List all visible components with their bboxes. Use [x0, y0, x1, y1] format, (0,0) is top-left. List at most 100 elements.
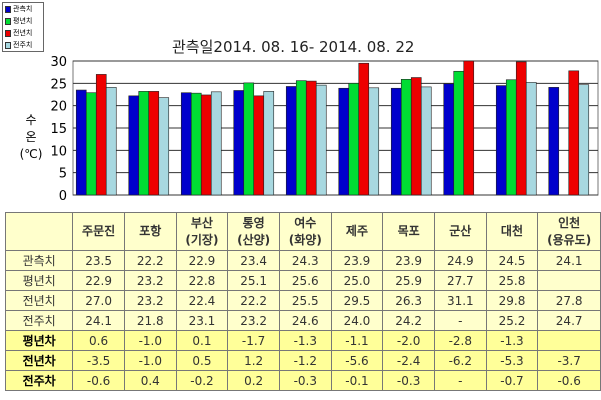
corner-cell [4, 212, 74, 251]
table-cell: 25.9 [382, 270, 435, 291]
row-header: 전년치 [4, 290, 74, 311]
table-cell: -1.0 [123, 350, 177, 371]
bar-전주치 [368, 87, 380, 196]
bar-전주치 [525, 82, 537, 196]
bar-전주치 [420, 86, 432, 196]
column-header: 통영 (산양) [227, 212, 280, 251]
column-header: 제주 [330, 212, 384, 251]
table-cell: 0.4 [123, 370, 177, 391]
bar-평년치 [295, 80, 307, 196]
bar-평년치 [190, 92, 202, 196]
bar-전년치 [200, 94, 212, 196]
table-cell: 27.8 [537, 290, 601, 311]
table-cell: 24.1 [537, 250, 601, 271]
y-tick-label: 30 [50, 55, 67, 70]
table-row: 관측치 23.5 22.2 22.9 23.4 24.3 23.9 23.9 24.9 24.5 2… [4, 250, 601, 271]
table-cell: 27.0 [72, 290, 125, 311]
data-table: 주문진 포항 부산 (기장) 통영 (산양) 여수 (화양) 제주 목포 군산 대천 인천 (용유도) 관측… [4, 212, 601, 391]
legend-item: 전주치 [5, 39, 43, 51]
table-cell: -3.5 [72, 350, 125, 371]
table-cell: 0.1 [175, 330, 229, 351]
legend-label: 관측치 [13, 5, 33, 13]
table-cell: -5.3 [485, 350, 539, 371]
table-cell: 22.2 [227, 290, 280, 311]
table-cell: -1.3 [485, 330, 539, 351]
table-row: 전년차 -3.5 -1.0 0.5 1.2 -1.2 -5.6 -2.4 -6.2 -5.3 -3.… [4, 350, 601, 371]
bar-전년치 [463, 60, 475, 196]
table-cell: -5.6 [330, 350, 384, 371]
table-cell: - [433, 310, 487, 331]
bar-관측치 [495, 85, 507, 196]
bar-관측치 [128, 95, 140, 196]
bar-평년치 [138, 91, 150, 196]
row-header: 전주차 [4, 370, 74, 391]
table-cell: 0.5 [175, 350, 229, 371]
bar-전년치 [515, 61, 527, 196]
legend-item: 관측치 [5, 3, 43, 15]
table-cell: 22.2 [123, 250, 177, 271]
row-header: 관측치 [4, 250, 74, 271]
legend-item: 평년치 [5, 15, 43, 27]
row-header: 전주치 [4, 310, 74, 331]
table-cell: 25.0 [330, 270, 384, 291]
table-row: 평년차 0.6 -1.0 0.1 -1.7 -1.3 -1.1 -2.0 -2.8 -1.3 [4, 330, 601, 351]
bar-전주치 [158, 97, 170, 196]
bar-평년치 [505, 79, 517, 196]
table-cell: 24.7 [537, 310, 601, 331]
table-row: 전주치 24.1 21.8 23.1 23.2 24.6 24.0 24.2-25.2 24.7 [4, 310, 601, 331]
table-cell: 24.0 [330, 310, 384, 331]
table-cell: -1.3 [278, 330, 332, 351]
y-tick-label: 5 [59, 167, 67, 182]
table-cell: 29.5 [330, 290, 384, 311]
table-cell: -2.4 [382, 350, 435, 371]
bar-전년치 [305, 80, 317, 196]
table-cell: 22.4 [175, 290, 229, 311]
column-header: 대천 [485, 212, 539, 251]
table-cell: 22.9 [72, 270, 125, 291]
table-cell: 23.1 [175, 310, 229, 331]
table-cell [537, 330, 601, 351]
table-cell: 23.2 [227, 310, 280, 331]
table-cell: 0.2 [227, 370, 280, 391]
legend-swatch [5, 29, 11, 37]
legend-item: 전년치 [5, 27, 43, 39]
table-cell: 23.2 [123, 290, 177, 311]
table-cell: 29.8 [485, 290, 539, 311]
table-cell: 23.9 [330, 250, 384, 271]
table-cell: -0.1 [330, 370, 384, 391]
y-axis-label: 수 온 (℃) [19, 113, 43, 161]
bar-전주치 [578, 84, 590, 196]
bar-관측치 [390, 87, 402, 196]
table-cell: -1.2 [278, 350, 332, 371]
row-header: 평년치 [4, 270, 74, 291]
y-tick-label: 15 [50, 122, 67, 137]
bar-chart: 0 5 10 15 20 25 30 [50, 55, 599, 204]
bar-관측치 [443, 83, 455, 196]
column-header: 주문진 [72, 212, 125, 251]
legend-swatch [5, 5, 11, 13]
bar-평년치 [453, 70, 465, 196]
bar-전년치 [253, 95, 265, 196]
table-cell: -1.1 [330, 330, 384, 351]
legend-swatch [5, 41, 11, 49]
column-header: 여수 (화양) [278, 212, 332, 251]
table-cell: 31.1 [433, 290, 487, 311]
table-cell: 1.2 [227, 350, 280, 371]
table-row: 평년치 22.9 23.2 22.8 25.1 25.6 25.0 25.9 27.7 25.8 [4, 270, 601, 291]
bar-평년치 [85, 92, 97, 196]
table-cell: 24.9 [433, 250, 487, 271]
table-row: 전주차 -0.6 0.4 -0.2 0.2 -0.3 -0.1 -0.3- -0.7 -0.6 [4, 370, 601, 391]
bar-평년치 [348, 83, 360, 196]
bar-평년치 [400, 79, 412, 196]
bar-관측치 [548, 87, 560, 196]
table-cell: 0.6 [72, 330, 125, 351]
table-row: 전년치 27.0 23.2 22.4 22.2 25.5 29.5 26.3 31.1 29.8 2… [4, 290, 601, 311]
table-cell: -0.6 [72, 370, 125, 391]
y-tick-label: 20 [50, 100, 67, 115]
table-cell: 23.2 [123, 270, 177, 291]
legend-label: 전주치 [13, 41, 33, 49]
bar-전주치 [315, 84, 327, 196]
column-header: 목포 [382, 212, 435, 251]
column-header: 인천 (용유도) [537, 212, 601, 251]
table-cell: 24.6 [278, 310, 332, 331]
